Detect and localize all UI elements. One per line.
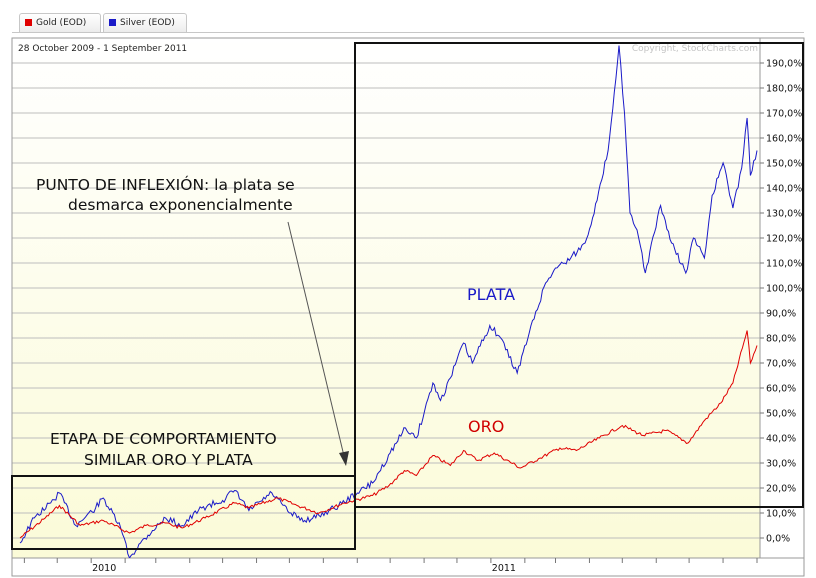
y-tick-label: 30,0% [766, 459, 796, 470]
x-axis-panel [11, 557, 805, 577]
y-tick-label: 120,0% [766, 234, 802, 245]
right-axis-panel [759, 37, 805, 559]
inflection-note-line2: desmarca exponencialmente [68, 196, 293, 214]
y-tick-label: 0,0% [766, 534, 790, 545]
y-tick-label: 140,0% [766, 184, 802, 195]
legend-tab-gold[interactable]: Gold (EOD) [19, 13, 101, 32]
inflection-arrowhead-icon [339, 451, 349, 466]
grid-lines [12, 62, 760, 539]
x-tick-label: 2010 [92, 563, 116, 574]
y-tick-label: 170,0% [766, 109, 802, 120]
y-tick-label: 190,0% [766, 59, 802, 70]
y-tick-label: 130,0% [766, 209, 802, 220]
legend-tab-silver[interactable]: Silver (EOD) [103, 13, 187, 32]
y-tick-label: 160,0% [766, 134, 802, 145]
inflection-box [354, 42, 804, 508]
y-tick-label: 110,0% [766, 259, 802, 270]
y-tick-label: 20,0% [766, 484, 796, 495]
y-tick-label: 100,0% [766, 284, 802, 295]
legend-gold-label: Gold (EOD) [36, 18, 87, 28]
y-tick-label: 10,0% [766, 509, 796, 520]
y-tick-label: 80,0% [766, 334, 796, 345]
x-tick-label: 2011 [492, 563, 516, 574]
legend-silver-label: Silver (EOD) [120, 18, 175, 28]
copyright: Copyright, StockCharts.com [632, 44, 758, 54]
legend-divider [12, 32, 804, 33]
silver-swatch-icon [109, 19, 116, 26]
date-range: 28 October 2009 - 1 September 2011 [18, 44, 187, 54]
x-axis-ticks: 2010 2011 [23, 558, 758, 574]
gold-swatch-icon [25, 19, 32, 26]
y-axis-ticks: 0,0% 10,0% 20,0% 30,0% 40,0% 50,0% 60,0% 70,0% 8… [760, 59, 802, 545]
y-tick-label: 150,0% [766, 159, 802, 170]
stage-note-line2: SIMILAR ORO Y PLATA [84, 451, 253, 469]
gold-series-label: ORO [468, 417, 504, 436]
y-tick-label: 60,0% [766, 384, 796, 395]
stage-box [11, 475, 356, 550]
series-line-silver [19, 45, 758, 558]
y-tick-label: 90,0% [766, 309, 796, 320]
y-tick-label: 70,0% [766, 359, 796, 370]
plot-background [12, 38, 760, 558]
y-tick-label: 180,0% [766, 84, 802, 95]
stage-note-line1: ETAPA DE COMPORTAMIENTO [50, 430, 277, 448]
y-tick-label: 50,0% [766, 409, 796, 420]
inflection-arrow [287, 221, 345, 457]
series-line-gold [19, 330, 758, 539]
inflection-note-line1: PUNTO DE INFLEXIÓN: la plata se [36, 175, 295, 194]
y-tick-label: 40,0% [766, 434, 796, 445]
silver-series-label: PLATA [467, 285, 515, 304]
